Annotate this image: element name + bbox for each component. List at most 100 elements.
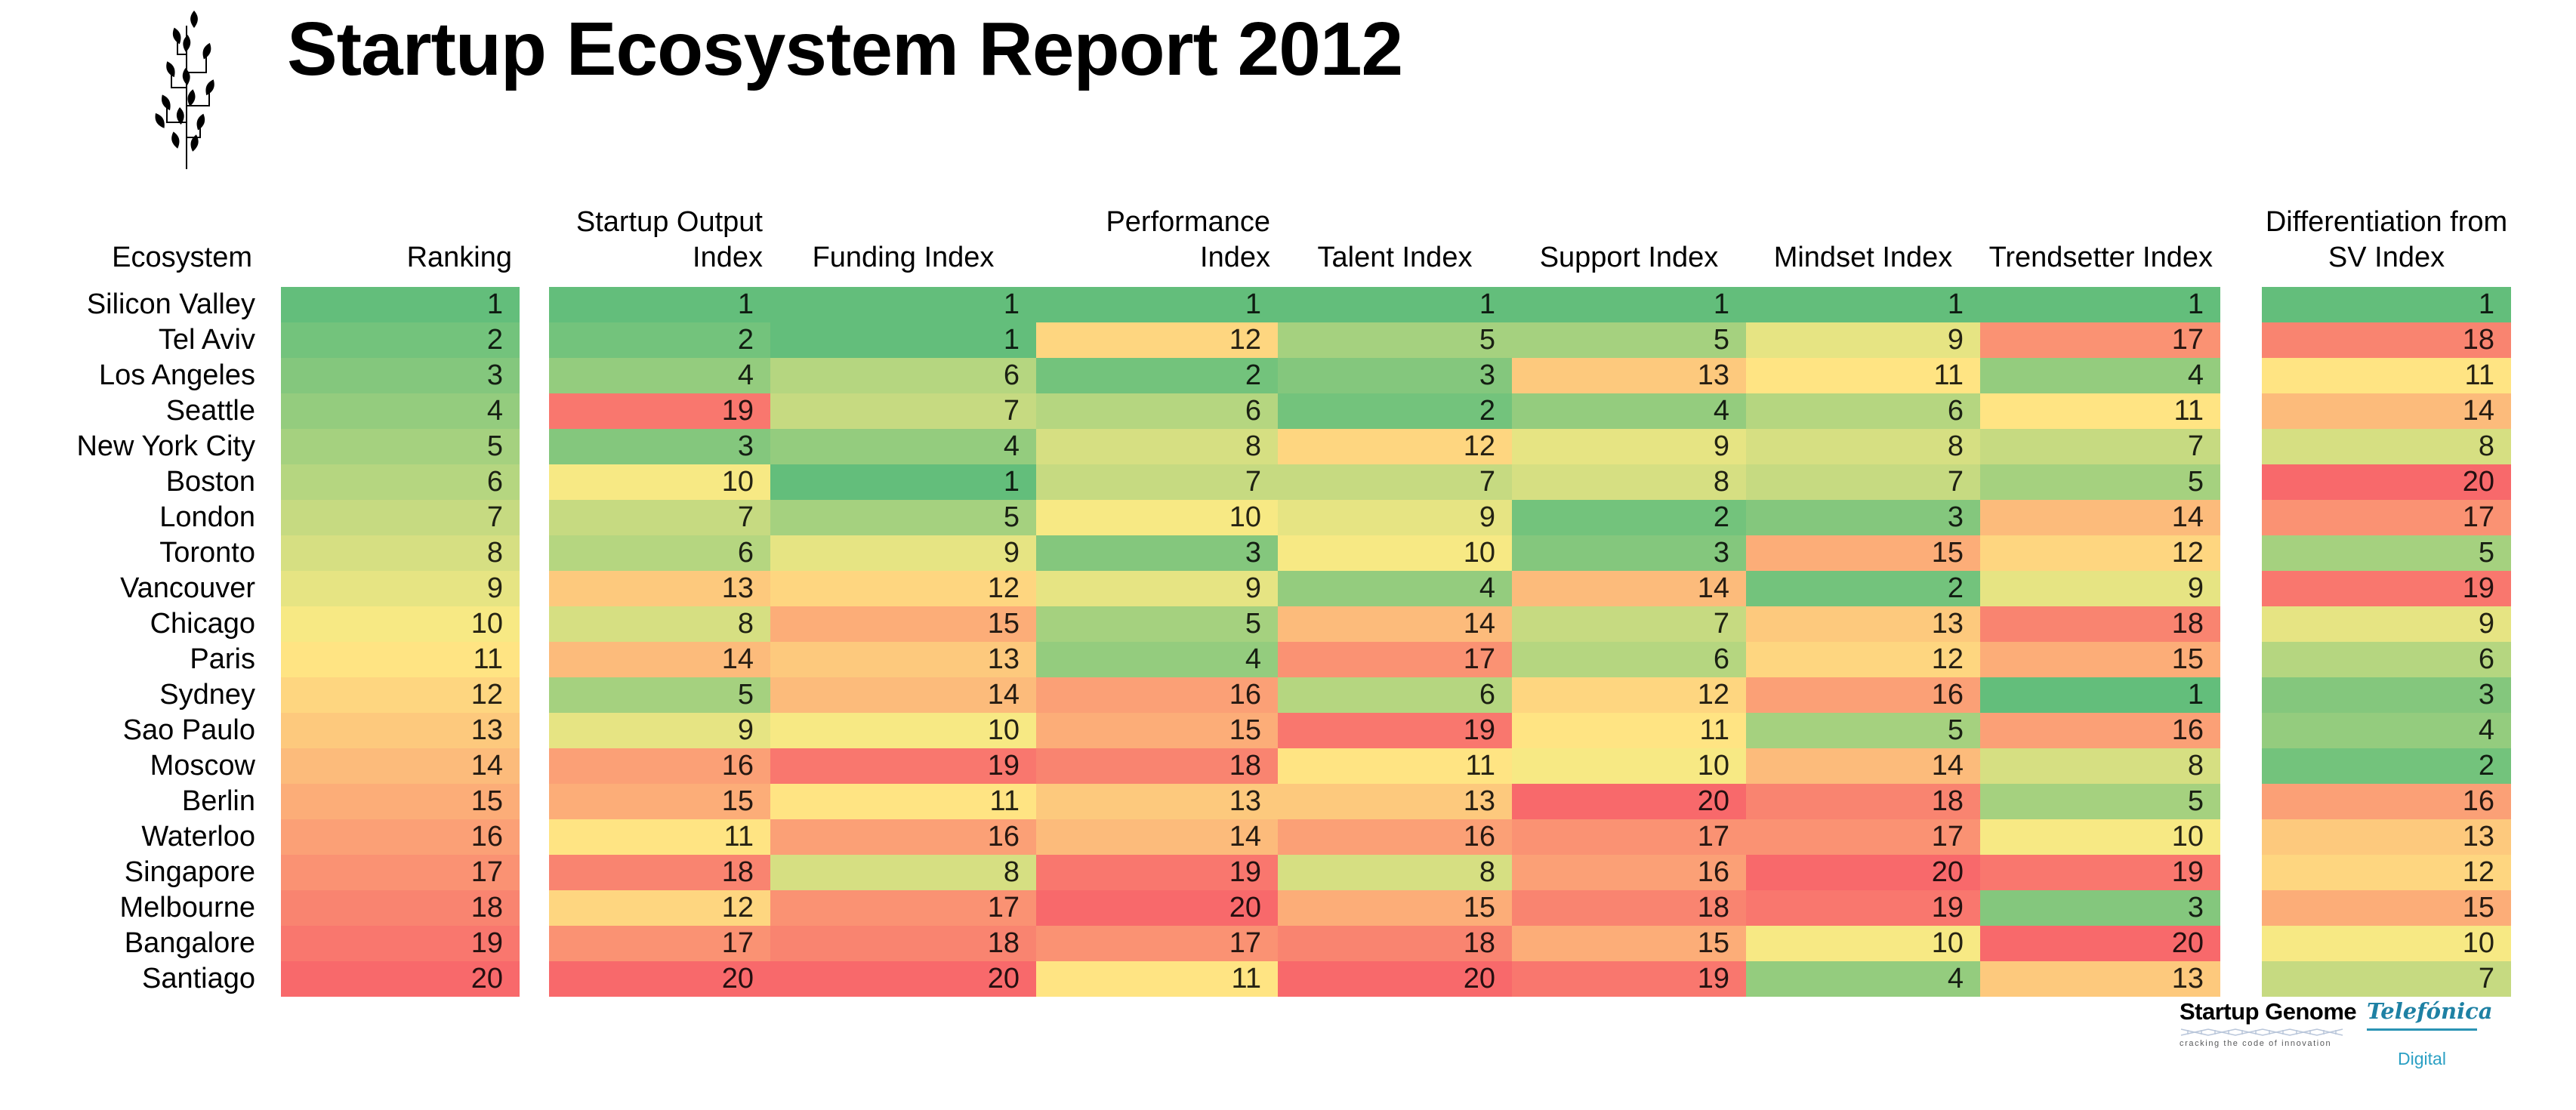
heatmap-cell: 5: [2262, 535, 2511, 571]
heatmap-cell: 7: [549, 500, 770, 535]
row-label: Vancouver: [120, 572, 255, 604]
heatmap-cell: 10: [1512, 748, 1746, 784]
heatmap-cell: 13: [549, 571, 770, 606]
heatmap-cell: 15: [770, 606, 1036, 642]
column-header-startup-output-index: Startup Output Index: [575, 206, 763, 273]
heatmap-cell: 19: [1036, 855, 1278, 890]
heatmap-cell: 19: [770, 748, 1036, 784]
heatmap-cell: 9: [2262, 606, 2511, 642]
heatmap-cell: 16: [1980, 713, 2220, 748]
heatmap-cell: 4: [1512, 393, 1746, 429]
heatmap-cell: 16: [549, 748, 770, 784]
row-label: Silicon Valley: [86, 288, 255, 320]
heatmap-cell: 2: [2262, 748, 2511, 784]
heatmap-table: Silicon Valley 1 1 1 1 1 1 1 1 1 Tel Aviv 2 2 1 12 5 5 9 1…: [0, 287, 2576, 997]
table-row-singapore: Singapore 17 18 8 19 8 16 20 19 12: [0, 855, 2576, 890]
heatmap-cell: 14: [1746, 748, 1980, 784]
telefonica-wordmark: Telefónica: [2367, 998, 2493, 1024]
heatmap-cell: 19: [1980, 855, 2220, 890]
column-header-talent-index: Talent Index: [1317, 241, 1473, 273]
heatmap-cell: 10: [281, 606, 520, 642]
heatmap-cell: 17: [1980, 322, 2220, 358]
column-header-performance-index: Performance Index: [1106, 206, 1270, 273]
heatmap-cell: 4: [549, 358, 770, 393]
heatmap-cell: 15: [1036, 713, 1278, 748]
heatmap-cell: 4: [770, 429, 1036, 464]
heatmap-cell: 7: [1980, 429, 2220, 464]
heatmap-cell: 19: [1278, 713, 1512, 748]
row-label: London: [159, 501, 255, 533]
heatmap-cell: 13: [1036, 784, 1278, 819]
heatmap-cell: 11: [1278, 748, 1512, 784]
heatmap-cell: 10: [770, 713, 1036, 748]
heatmap-cell: 15: [1746, 535, 1980, 571]
heatmap-cell: 5: [1746, 713, 1980, 748]
heatmap-cell: 11: [1512, 713, 1746, 748]
heatmap-cell: 14: [281, 748, 520, 784]
heatmap-cell: 7: [1278, 464, 1512, 500]
table-row-seattle: Seattle 4 19 7 6 2 4 6 11 14: [0, 393, 2576, 429]
row-label: New York City: [76, 430, 255, 462]
heatmap-cell: 6: [1036, 393, 1278, 429]
heatmap-cell: 5: [549, 677, 770, 713]
heatmap-cell: 6: [2262, 642, 2511, 677]
heatmap-cell: 19: [1512, 961, 1746, 997]
heatmap-cell: 8: [770, 855, 1036, 890]
row-label: Berlin: [181, 785, 255, 817]
table-row-waterloo: Waterloo 16 11 16 14 16 17 17 10 13: [0, 819, 2576, 855]
table-row-sao-paulo: Sao Paulo 13 9 10 15 19 11 5 16 4: [0, 713, 2576, 748]
heatmap-cell: 8: [1278, 855, 1512, 890]
dna-strand-icon: [2180, 1028, 2343, 1036]
heatmap-cell: 9: [1746, 322, 1980, 358]
heatmap-cell: 1: [549, 287, 770, 322]
heatmap-cell: 10: [2262, 926, 2511, 961]
heatmap-cell: 19: [1746, 890, 1980, 926]
heatmap-cell: 7: [1036, 464, 1278, 500]
heatmap-cell: 13: [1278, 784, 1512, 819]
heatmap-cell: 11: [770, 784, 1036, 819]
heatmap-cell: 2: [1512, 500, 1746, 535]
heatmap-cell: 1: [1278, 287, 1512, 322]
heatmap-cell: 12: [1512, 677, 1746, 713]
telefonica-digital-label: Digital: [2398, 1049, 2446, 1068]
heatmap-cell: 6: [770, 358, 1036, 393]
heatmap-cell: 14: [1980, 500, 2220, 535]
heatmap-cell: 17: [1746, 819, 1980, 855]
heatmap-cell: 5: [1980, 464, 2220, 500]
heatmap-cell: 3: [1278, 358, 1512, 393]
heatmap-cell: 3: [1036, 535, 1278, 571]
heatmap-cell: 13: [1980, 961, 2220, 997]
heatmap-cell: 20: [1746, 855, 1980, 890]
heatmap-cell: 16: [2262, 784, 2511, 819]
heatmap-cell: 13: [281, 713, 520, 748]
heatmap-cell: 3: [1512, 535, 1746, 571]
heatmap-cell: 16: [770, 819, 1036, 855]
heatmap-cell: 11: [549, 819, 770, 855]
heatmap-cell: 13: [1512, 358, 1746, 393]
heatmap-cell: 7: [281, 500, 520, 535]
table-row-los-angeles: Los Angeles 3 4 6 2 3 13 11 4 11: [0, 358, 2576, 393]
heatmap-cell: 9: [1512, 429, 1746, 464]
heatmap-cell: 9: [549, 713, 770, 748]
heatmap-cell: 10: [1278, 535, 1512, 571]
heatmap-cell: 15: [281, 784, 520, 819]
heatmap-cell: 17: [281, 855, 520, 890]
row-label: Paris: [190, 643, 255, 675]
heatmap-cell: 3: [1980, 890, 2220, 926]
table-row-new-york-city: New York City 5 3 4 8 12 9 8 7 8: [0, 429, 2576, 464]
heatmap-cell: 15: [1512, 926, 1746, 961]
heatmap-cell: 5: [1278, 322, 1512, 358]
heatmap-cell: 11: [1036, 961, 1278, 997]
telefonica-rule: [2367, 1028, 2477, 1031]
heatmap-cell: 20: [1036, 890, 1278, 926]
heatmap-cell: 1: [770, 322, 1036, 358]
heatmap-cell: 4: [1036, 642, 1278, 677]
page-title: Startup Ecosystem Report 2012: [287, 7, 1403, 91]
row-label: Santiago: [141, 963, 255, 994]
column-header-support-index: Support Index: [1539, 241, 1719, 273]
heatmap-cell: 17: [2262, 500, 2511, 535]
heatmap-cell: 12: [549, 890, 770, 926]
plant-logo-icon: [155, 11, 214, 169]
heatmap-cell: 10: [549, 464, 770, 500]
